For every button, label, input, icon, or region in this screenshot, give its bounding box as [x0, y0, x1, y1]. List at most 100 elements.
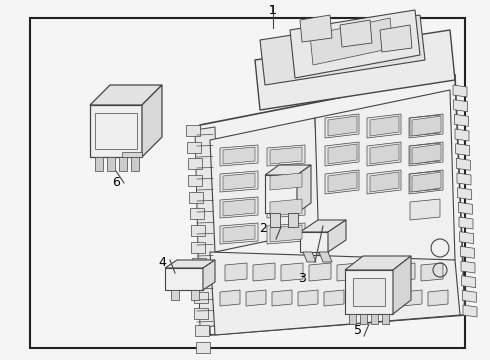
- Polygon shape: [328, 144, 357, 164]
- Polygon shape: [189, 192, 203, 203]
- Polygon shape: [328, 172, 357, 192]
- Polygon shape: [203, 260, 215, 290]
- Polygon shape: [315, 90, 455, 285]
- Polygon shape: [220, 290, 240, 306]
- Polygon shape: [456, 144, 470, 156]
- Polygon shape: [223, 225, 255, 242]
- Polygon shape: [453, 85, 467, 97]
- Polygon shape: [223, 173, 255, 190]
- Polygon shape: [412, 144, 441, 164]
- Polygon shape: [349, 314, 356, 324]
- Polygon shape: [220, 197, 258, 218]
- Polygon shape: [210, 252, 460, 335]
- Polygon shape: [188, 175, 202, 186]
- Polygon shape: [165, 268, 203, 290]
- Polygon shape: [412, 116, 441, 136]
- Polygon shape: [281, 263, 303, 281]
- Polygon shape: [195, 308, 208, 319]
- Polygon shape: [371, 314, 378, 324]
- Text: 1: 1: [269, 4, 277, 17]
- Polygon shape: [393, 256, 411, 314]
- Polygon shape: [190, 208, 204, 219]
- Polygon shape: [223, 147, 255, 164]
- Polygon shape: [410, 143, 440, 164]
- Text: 6: 6: [112, 176, 120, 189]
- Polygon shape: [272, 290, 292, 306]
- Polygon shape: [457, 173, 471, 185]
- Polygon shape: [270, 213, 280, 227]
- Polygon shape: [225, 263, 247, 281]
- Polygon shape: [370, 172, 399, 192]
- Polygon shape: [300, 15, 332, 42]
- Polygon shape: [270, 173, 302, 190]
- Polygon shape: [270, 147, 302, 164]
- Polygon shape: [370, 116, 399, 136]
- Polygon shape: [265, 175, 297, 213]
- Polygon shape: [454, 100, 467, 112]
- Polygon shape: [142, 85, 162, 157]
- Bar: [131, 157, 139, 171]
- Polygon shape: [410, 171, 440, 192]
- Polygon shape: [410, 199, 440, 220]
- Polygon shape: [325, 142, 359, 166]
- Polygon shape: [246, 290, 266, 306]
- Polygon shape: [319, 252, 332, 262]
- Polygon shape: [345, 256, 411, 270]
- Polygon shape: [367, 142, 401, 166]
- Polygon shape: [402, 290, 422, 306]
- Polygon shape: [309, 263, 331, 281]
- Polygon shape: [340, 20, 372, 47]
- Polygon shape: [380, 25, 412, 52]
- Polygon shape: [328, 116, 357, 136]
- Polygon shape: [200, 75, 465, 335]
- Polygon shape: [409, 142, 443, 166]
- Polygon shape: [267, 171, 305, 192]
- Text: 5: 5: [354, 324, 362, 337]
- Polygon shape: [459, 217, 473, 229]
- Text: 4: 4: [158, 256, 166, 270]
- Polygon shape: [303, 252, 316, 262]
- Polygon shape: [367, 114, 401, 138]
- Bar: [30, 18, 465, 348]
- Polygon shape: [324, 290, 344, 306]
- Polygon shape: [360, 314, 367, 324]
- Polygon shape: [350, 290, 370, 306]
- Polygon shape: [409, 114, 443, 138]
- Polygon shape: [460, 246, 474, 258]
- Bar: [95, 157, 103, 171]
- Polygon shape: [325, 114, 359, 138]
- Polygon shape: [253, 263, 275, 281]
- Polygon shape: [90, 85, 162, 105]
- Polygon shape: [267, 223, 305, 244]
- Polygon shape: [421, 263, 443, 281]
- Polygon shape: [220, 223, 258, 244]
- Polygon shape: [193, 275, 207, 286]
- Polygon shape: [353, 278, 385, 306]
- Polygon shape: [460, 232, 474, 244]
- Polygon shape: [220, 145, 258, 166]
- Polygon shape: [310, 18, 393, 65]
- Bar: [119, 157, 127, 171]
- Polygon shape: [90, 105, 142, 157]
- Polygon shape: [188, 158, 201, 169]
- Polygon shape: [191, 225, 205, 236]
- Polygon shape: [195, 325, 209, 336]
- Polygon shape: [122, 152, 142, 157]
- Polygon shape: [191, 290, 199, 300]
- Polygon shape: [288, 213, 298, 227]
- Text: 1: 1: [269, 4, 277, 17]
- Polygon shape: [260, 15, 425, 85]
- Polygon shape: [409, 170, 443, 194]
- Polygon shape: [461, 261, 475, 273]
- Polygon shape: [192, 258, 206, 269]
- Polygon shape: [337, 263, 359, 281]
- Polygon shape: [410, 115, 440, 136]
- Polygon shape: [456, 158, 470, 170]
- Polygon shape: [367, 170, 401, 194]
- Polygon shape: [462, 276, 476, 288]
- Polygon shape: [370, 144, 399, 164]
- Polygon shape: [265, 165, 311, 175]
- Polygon shape: [187, 141, 201, 153]
- Polygon shape: [428, 290, 448, 306]
- Polygon shape: [220, 171, 258, 192]
